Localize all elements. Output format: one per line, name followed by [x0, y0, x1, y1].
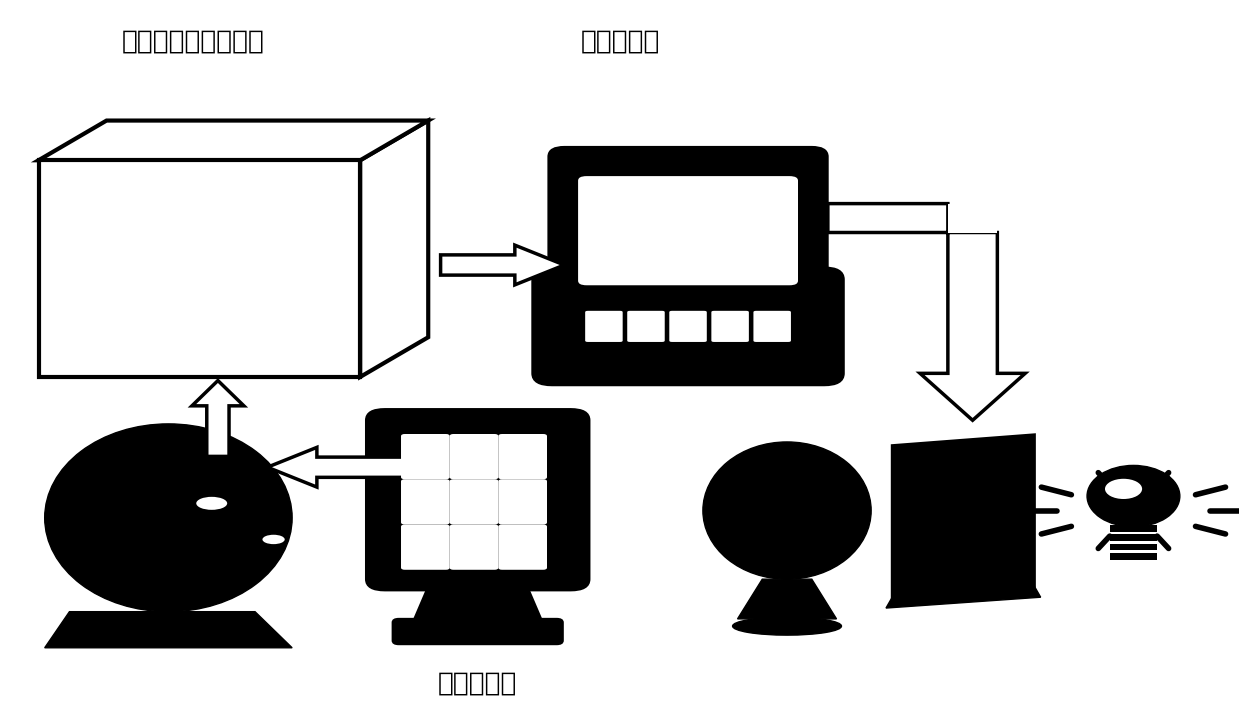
Polygon shape	[893, 435, 1034, 597]
Polygon shape	[828, 204, 1025, 420]
FancyBboxPatch shape	[450, 479, 498, 524]
Polygon shape	[413, 579, 543, 623]
FancyBboxPatch shape	[626, 310, 666, 343]
Ellipse shape	[733, 617, 842, 635]
FancyBboxPatch shape	[401, 524, 450, 570]
FancyBboxPatch shape	[577, 175, 800, 286]
FancyBboxPatch shape	[498, 524, 547, 570]
Ellipse shape	[703, 442, 872, 579]
Text: 频率分析器: 频率分析器	[580, 28, 660, 54]
Polygon shape	[947, 204, 997, 233]
Ellipse shape	[1105, 478, 1142, 499]
Polygon shape	[45, 612, 293, 647]
FancyBboxPatch shape	[584, 310, 624, 343]
Polygon shape	[440, 245, 564, 285]
FancyBboxPatch shape	[753, 310, 792, 343]
Ellipse shape	[1087, 465, 1179, 527]
Ellipse shape	[196, 497, 227, 510]
Polygon shape	[38, 160, 360, 377]
FancyBboxPatch shape	[366, 410, 589, 590]
Bar	[1110, 534, 1157, 541]
Polygon shape	[738, 579, 837, 619]
Text: 闪光刺激器: 闪光刺激器	[438, 671, 517, 697]
Polygon shape	[887, 587, 1040, 608]
FancyBboxPatch shape	[401, 434, 450, 479]
Bar	[1110, 553, 1157, 560]
FancyBboxPatch shape	[450, 434, 498, 479]
FancyBboxPatch shape	[498, 434, 547, 479]
FancyBboxPatch shape	[393, 619, 563, 645]
Ellipse shape	[263, 535, 285, 544]
Polygon shape	[360, 120, 428, 377]
FancyBboxPatch shape	[668, 310, 708, 343]
FancyBboxPatch shape	[711, 310, 750, 343]
Polygon shape	[38, 120, 428, 160]
Text: 头表脑电信号采集器: 头表脑电信号采集器	[122, 28, 264, 54]
Polygon shape	[192, 381, 244, 457]
FancyBboxPatch shape	[401, 479, 450, 524]
FancyBboxPatch shape	[498, 479, 547, 524]
Polygon shape	[268, 447, 422, 487]
FancyBboxPatch shape	[450, 524, 498, 570]
Bar	[1110, 525, 1157, 531]
FancyBboxPatch shape	[549, 148, 827, 310]
FancyBboxPatch shape	[533, 268, 843, 384]
Ellipse shape	[45, 424, 293, 612]
Bar	[1110, 544, 1157, 550]
